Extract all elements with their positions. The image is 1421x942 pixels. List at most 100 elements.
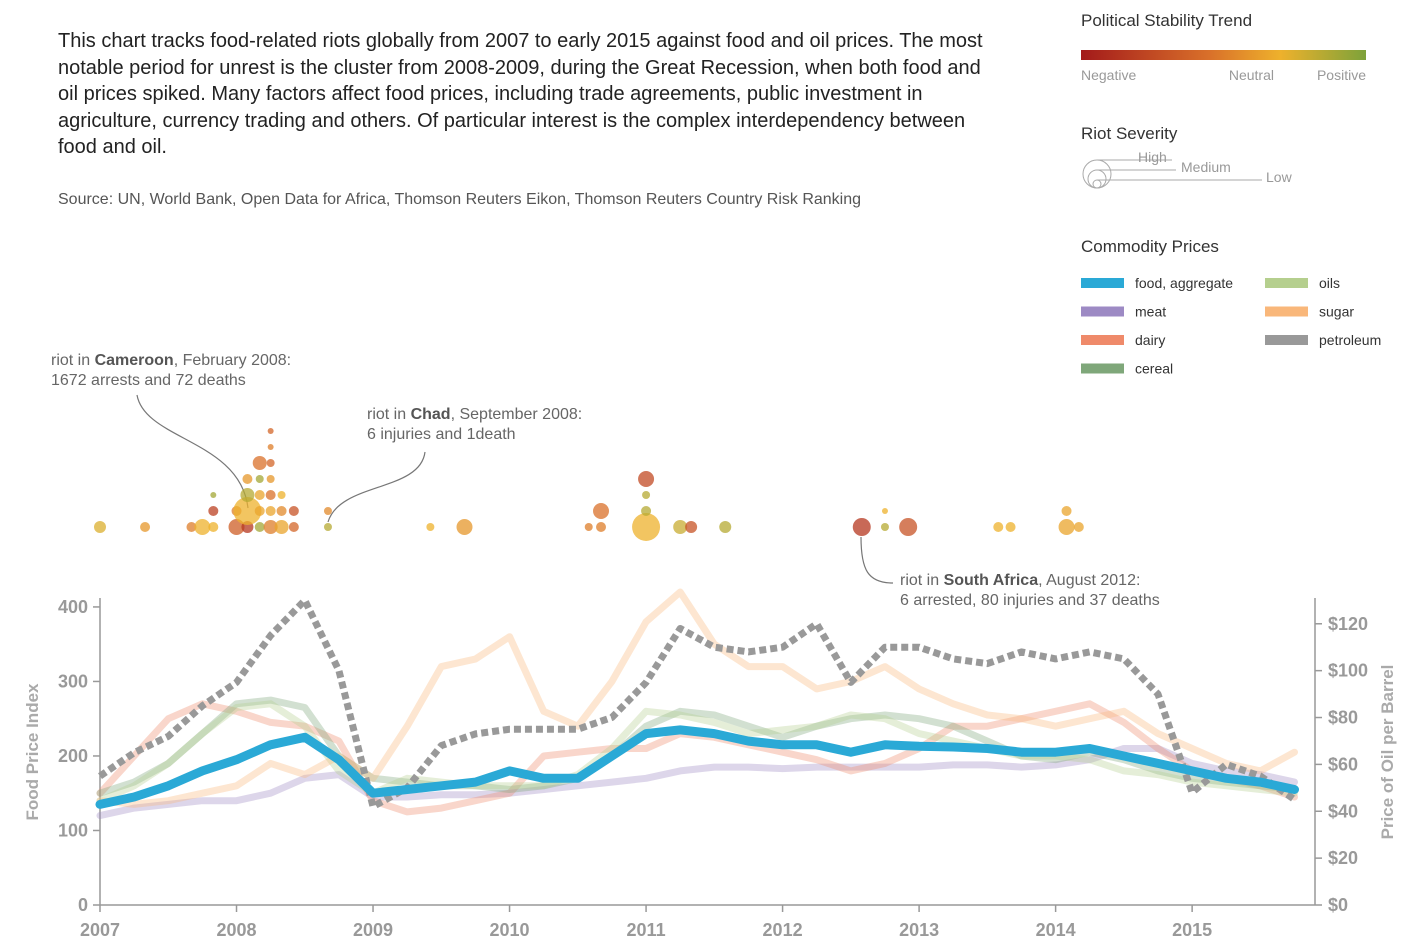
riot-bubble: [596, 522, 607, 532]
annotation-part: Chad: [411, 406, 451, 423]
legend-item: oils: [1319, 275, 1340, 291]
leader-lines: [136, 394, 894, 584]
riot-bubble: [880, 523, 889, 531]
legend-title: Riot Severity: [1081, 124, 1178, 143]
annotation-detail: 1672 arrests and 72 deaths: [51, 372, 246, 389]
y-axis-label: Food Price Index: [23, 683, 42, 821]
riot-bubble: [252, 456, 267, 470]
x-tick-label: 2014: [1036, 920, 1076, 940]
x-tick-label: 2008: [216, 920, 256, 940]
riot-bubble: [899, 518, 918, 536]
y-tick-label: 300: [58, 671, 88, 691]
legend-swatch: [1081, 278, 1124, 288]
legend-title: Commodity Prices: [1081, 237, 1219, 256]
riot-bubble: [265, 506, 276, 516]
annotation-part: riot in: [51, 352, 95, 369]
legend-swatch: [1081, 306, 1124, 317]
riot-bubble: [719, 521, 732, 533]
riot-bubble: [255, 475, 264, 483]
riot-bubble: [277, 491, 286, 499]
series-line: [95, 725, 1299, 809]
riot-bubble: [1058, 519, 1075, 535]
legend-swatch: [1081, 335, 1124, 345]
y2-tick-label: $60: [1328, 754, 1358, 774]
legend-label: Negative: [1081, 67, 1136, 83]
riot-bubble: [266, 459, 275, 467]
riot-bubble: [194, 519, 211, 535]
y-tick-label: 0: [78, 895, 88, 915]
x-tick-label: 2010: [490, 920, 530, 940]
riot-bubble: [263, 520, 278, 534]
x-tick-label: 2011: [627, 920, 666, 940]
annotation-part: South Africa: [944, 572, 1039, 589]
riot-bubble: [267, 444, 274, 450]
riot-bubble: [208, 522, 219, 532]
x-tick-label: 2009: [353, 920, 393, 940]
riot-bubble: [276, 506, 287, 516]
legend-item: food, aggregate: [1135, 275, 1233, 291]
riot-bubble: [881, 508, 888, 514]
annotation-part: riot in: [900, 572, 944, 589]
riot-bubble: [267, 428, 274, 434]
legend-label: Low: [1266, 169, 1293, 185]
annotation-detail: 6 arrested, 80 injuries and 37 deaths: [900, 592, 1160, 609]
legend-swatch: [1081, 363, 1124, 374]
annotation-part: , September 2008:: [451, 406, 583, 423]
riot-bubble: [94, 521, 106, 533]
source: Source: UN, World Bank, Open Data for Af…: [58, 191, 862, 208]
legend-item: cereal: [1135, 361, 1173, 377]
riot-bubble: [254, 522, 265, 532]
legend-label: Neutral: [1229, 67, 1274, 83]
annotation-text: riot in South Africa, August 2012:: [900, 572, 1140, 589]
riot-bubble: [685, 521, 698, 533]
series-line: [96, 588, 1298, 808]
riot-bubble: [254, 506, 265, 516]
x-tick-label: 2012: [763, 920, 803, 940]
riot-bubble: [288, 522, 299, 532]
riot-bubble: [584, 523, 593, 531]
riot-bubble: [323, 523, 332, 531]
riot-bubble: [242, 474, 253, 484]
legend-item: dairy: [1135, 332, 1165, 348]
legend-swatch: [1265, 306, 1308, 317]
riot-bubble: [593, 503, 610, 519]
annotation-part: , February 2008:: [174, 352, 291, 369]
annotation-part: Cameroon: [95, 352, 174, 369]
y2-tick-label: $40: [1328, 801, 1358, 821]
riot-bubble: [266, 475, 275, 483]
x-tick-label: 2015: [1172, 920, 1212, 940]
riot-bubble: [852, 518, 871, 536]
riot-bubble: [254, 490, 265, 500]
legend-swatch: [1265, 335, 1308, 345]
legend-swatch: [1265, 278, 1308, 288]
riot-bubble: [186, 522, 197, 532]
y2-tick-label: $20: [1328, 848, 1358, 868]
riot-bubble: [1073, 522, 1084, 532]
riot-bubble: [632, 513, 661, 541]
riot-bubble: [323, 507, 332, 515]
y2-tick-label: $100: [1328, 661, 1368, 681]
y2-tick-label: $0: [1328, 895, 1348, 915]
legend-label: Medium: [1181, 159, 1231, 175]
riot-bubble: [210, 492, 217, 498]
series-line: [96, 745, 1298, 820]
y-tick-label: 100: [58, 820, 88, 840]
riot-bubble: [140, 522, 151, 532]
y2-axis-label: Price of Oil per Barrel: [1378, 665, 1397, 840]
riot-bubble: [1061, 506, 1072, 516]
description: This chart tracks food-related riots glo…: [58, 30, 983, 158]
riot-bubble: [426, 523, 435, 531]
riot-bubble: [673, 520, 688, 534]
annotation-text: riot in Chad, September 2008:: [367, 406, 582, 423]
riot-bubble: [288, 506, 299, 516]
y2-tick-label: $80: [1328, 708, 1358, 728]
riot-bubble: [265, 490, 276, 500]
legend-label: Positive: [1317, 67, 1366, 83]
riot-bubble: [274, 520, 289, 534]
legend-item: meat: [1135, 304, 1166, 320]
severity-icon: [1082, 159, 1262, 189]
annotation-detail: 6 injuries and 1death: [367, 426, 516, 443]
annotation-part: , August 2012:: [1038, 572, 1140, 589]
annotation-part: riot in: [367, 406, 411, 423]
